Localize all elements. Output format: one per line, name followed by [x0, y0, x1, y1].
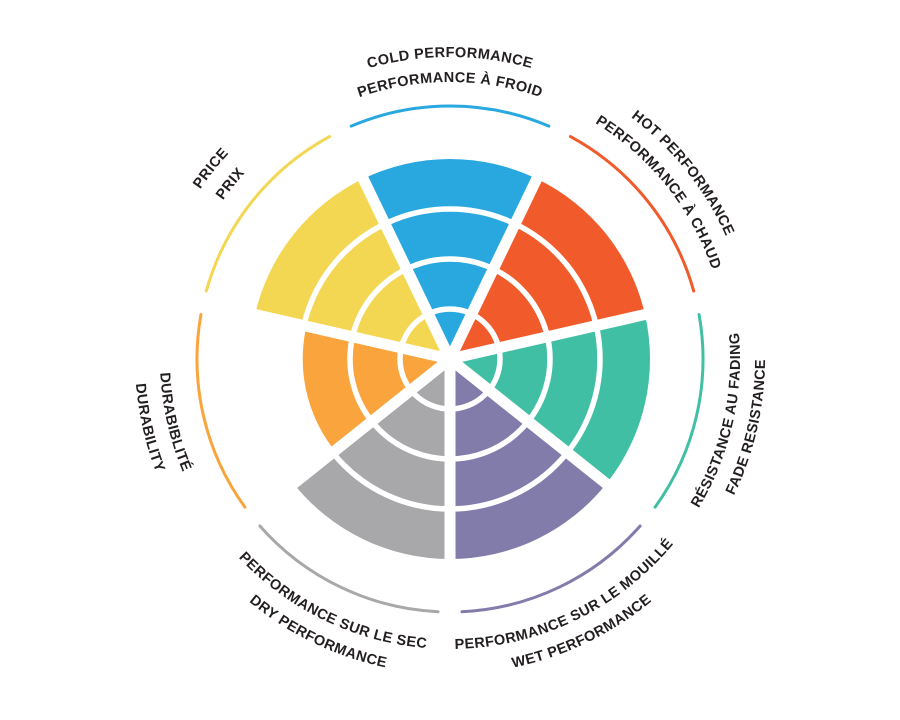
sector-wedge-dry-performance	[293, 359, 451, 559]
outer-arc-price	[204, 135, 332, 293]
outer-arc-fade-resistance	[653, 312, 705, 509]
outer-arc-hot-performance	[568, 135, 696, 293]
sector-wedge-price	[255, 178, 450, 359]
sector-divider	[445, 162, 549, 362]
sector-wedge-wet-performance	[449, 359, 607, 559]
sector-divider	[448, 305, 661, 365]
sector-label-hot-performance-outer: HOT PERFORMANCE	[628, 108, 737, 239]
sector-wedge-hot-performance	[450, 178, 645, 359]
sector-label-cold-performance-inner: PERFORMANCE À FROID	[355, 70, 544, 101]
outer-arc-durability	[195, 312, 247, 509]
sector-wedge-durability	[300, 325, 450, 453]
outer-arc-wet-performance	[460, 524, 642, 614]
sector-divider	[446, 354, 622, 498]
sector-divider	[278, 354, 454, 498]
sector-divider	[239, 305, 452, 365]
outer-arc-cold-performance	[349, 104, 551, 128]
outer-arc-dry-performance	[258, 524, 440, 614]
sector-divider	[351, 162, 455, 362]
sector-label-cold-performance-outer: COLD PERFORMANCE	[365, 45, 534, 72]
